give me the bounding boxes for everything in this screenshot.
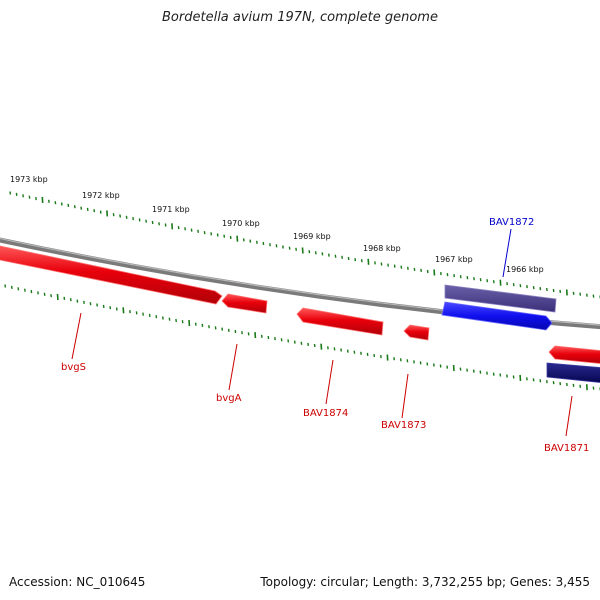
- label-line-BAV1871: [565, 395, 573, 437]
- gene-arrow-bvgS[interactable]: [0, 245, 223, 305]
- gene-label-bvgA[interactable]: bvgA: [216, 393, 242, 404]
- gene-arrow-reverse-partial[interactable]: [546, 362, 600, 383]
- accession-label: Accession: NC_010645: [9, 575, 146, 589]
- gene-label-BAV1871[interactable]: BAV1871: [544, 443, 589, 454]
- gene-arrow-BAV1873[interactable]: [403, 324, 430, 341]
- gene-label-BAV1874[interactable]: BAV1874: [303, 408, 348, 419]
- label-line-BAV1873: [401, 373, 409, 419]
- gene-arrow-BAV1872[interactable]: [441, 301, 553, 331]
- scale-label: 1971 kbp: [152, 205, 190, 214]
- label-line-BAV1872: [502, 228, 512, 278]
- scale-track-upper: [9, 191, 600, 299]
- label-line-BAV1874: [325, 359, 334, 405]
- genome-summary: Topology: circular; Length: 3,732,255 bp…: [260, 575, 590, 589]
- gene-label-bvgS[interactable]: bvgS: [61, 362, 86, 373]
- scale-label: 1968 kbp: [363, 244, 401, 253]
- scale-label: 1972 kbp: [82, 191, 120, 200]
- gene-label-BAV1872[interactable]: BAV1872: [489, 217, 534, 228]
- label-line-bvgS: [71, 312, 82, 360]
- scale-track-lower: [4, 284, 600, 391]
- label-line-bvgA: [228, 343, 238, 391]
- scale-label: 1970 kbp: [222, 219, 260, 228]
- map-title: Bordetella avium 197N, complete genome: [162, 10, 438, 25]
- scale-label: 1967 kbp: [435, 255, 473, 264]
- gene-arrow-BAV1871[interactable]: [548, 345, 600, 364]
- scale-label: 1969 kbp: [293, 232, 331, 241]
- gene-arrow-BAV1874[interactable]: [296, 307, 384, 336]
- gene-arrow-bvgA[interactable]: [221, 293, 268, 314]
- gene-arrow-BAV1872-outline[interactable]: [444, 284, 557, 313]
- gene-label-BAV1873[interactable]: BAV1873: [381, 420, 426, 431]
- scale-label: 1973 kbp: [10, 175, 48, 184]
- scale-label: 1966 kbp: [506, 265, 544, 274]
